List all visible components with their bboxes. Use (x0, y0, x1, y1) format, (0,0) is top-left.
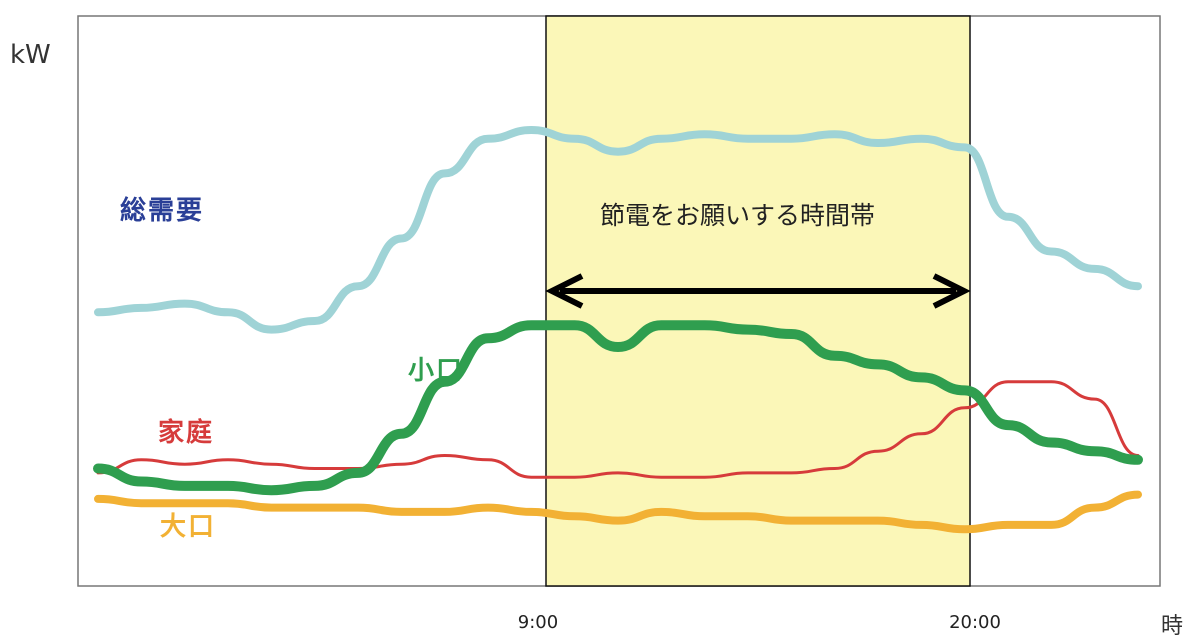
series-label-total-demand: 総需要 (120, 196, 205, 226)
x-tick-label: 9:00 (517, 612, 559, 633)
double-arrow (545, 273, 971, 309)
series-line-2 (96, 380, 1140, 479)
series-line-0 (94, 126, 1142, 334)
x-axis-label: 時 (1161, 614, 1184, 639)
series-label-small-lot: 小口 (408, 356, 465, 386)
highlight-band (545, 15, 971, 587)
series-line-1 (93, 320, 1143, 496)
x-tick-label: 20:00 (949, 612, 1001, 633)
series-line-3 (94, 490, 1142, 534)
series-label-large-lot: 大口 (160, 512, 217, 542)
highlight-label: 節電をお願いする時間帯 (600, 201, 876, 230)
series-layer (93, 126, 1143, 534)
series-label-household: 家庭 (158, 418, 215, 448)
y-axis-label: kW (10, 40, 51, 70)
